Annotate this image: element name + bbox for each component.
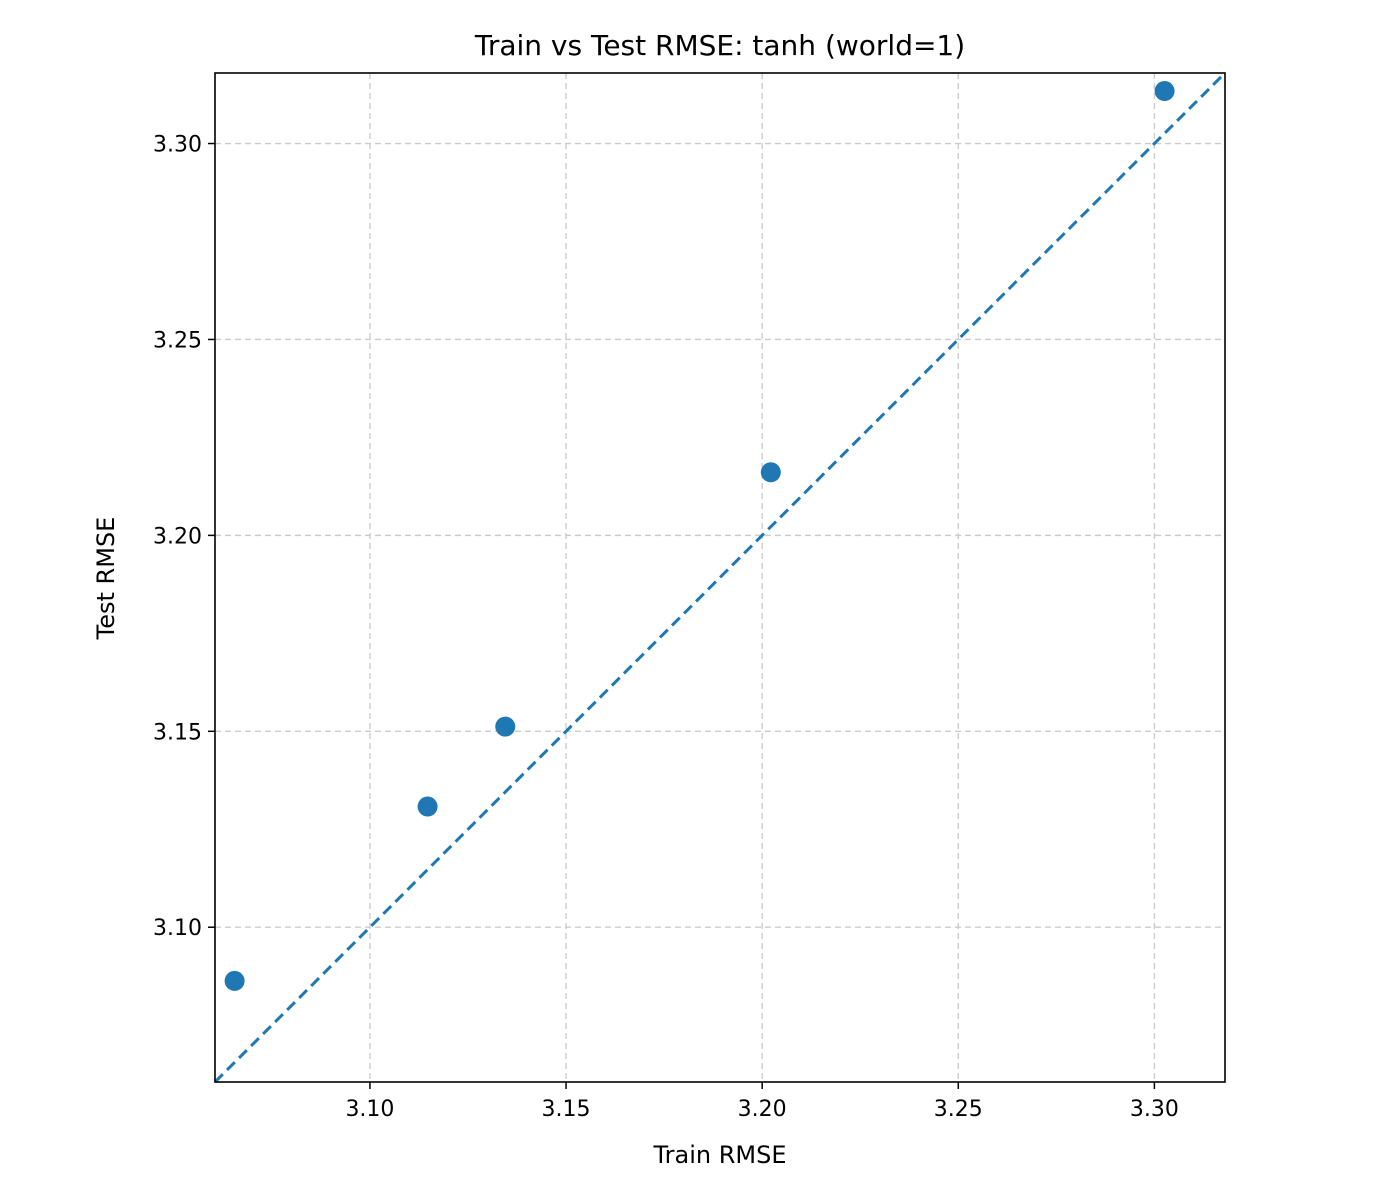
reference-line-layer	[213, 71, 1227, 1084]
grid	[215, 73, 1225, 1082]
x-tick-label: 3.20	[738, 1097, 787, 1122]
y-tick-label: 3.15	[153, 720, 202, 745]
y-tick-label: 3.20	[153, 524, 202, 549]
scatter-point	[495, 716, 516, 737]
x-tick-label: 3.10	[345, 1097, 394, 1122]
scatter-point	[224, 970, 245, 991]
x-tick-label: 3.15	[542, 1097, 591, 1122]
y-axis-label: Test RMSE	[92, 517, 120, 641]
scatter-point	[760, 462, 781, 483]
y-tick-label: 3.25	[153, 328, 202, 353]
x-tick-label: 3.30	[1130, 1097, 1179, 1122]
x-axis-ticks: 3.10 3.15 3.20 3.25 3.30	[345, 1082, 1179, 1122]
x-tick-label: 3.25	[934, 1097, 983, 1122]
y-tick-label: 3.30	[153, 133, 202, 158]
scatter-point	[417, 796, 438, 817]
reference-line-y-equals-x	[213, 71, 1227, 1084]
data-points	[224, 81, 1175, 991]
y-axis-ticks: 3.10 3.15 3.20 3.25 3.30	[153, 133, 215, 941]
scatter-point	[1154, 81, 1175, 102]
y-tick-label: 3.10	[153, 916, 202, 941]
plot-frame	[214, 72, 1226, 1083]
x-axis-label: Train RMSE	[653, 1141, 787, 1169]
chart-title: Train vs Test RMSE: tanh (world=1)	[474, 29, 965, 62]
